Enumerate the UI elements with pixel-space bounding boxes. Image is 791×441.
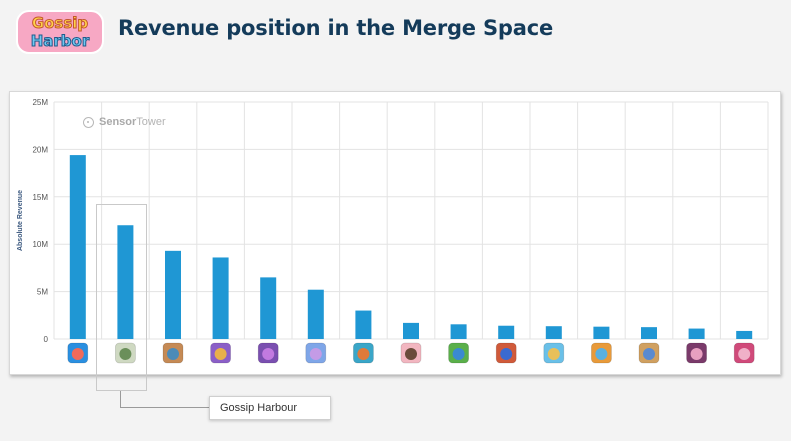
y-axis-ticks: 0 5M 10M 15M 20M 25M <box>32 98 48 344</box>
revenue-chart: 0 5M 10M 15M 20M 25M Absolute Revenue Sensor T… <box>9 91 781 375</box>
y-tick-label: 5M <box>37 288 48 297</box>
bar-app-icon-12 <box>593 326 610 339</box>
bar-app-icon-9 <box>450 324 467 339</box>
gossip-harbour-callout: Gossip Harbour <box>209 396 331 420</box>
app-icon-7 <box>352 342 374 364</box>
app-icon-13 <box>638 342 660 364</box>
bar-app-icon-3 <box>165 250 181 339</box>
bar-app-icon-5 <box>260 277 277 339</box>
app-icon-8 <box>400 342 422 364</box>
app-icons <box>67 342 755 364</box>
bar-app-icon-14 <box>688 328 705 339</box>
app-icon-3 <box>162 342 184 364</box>
app-icon-1 <box>67 342 89 364</box>
sensor-tower-watermark: Sensor Tower <box>83 116 166 128</box>
y-tick-label: 25M <box>32 98 48 107</box>
sensor-tower-logo-icon <box>83 116 94 128</box>
logo-text-line2: Harbor <box>31 32 90 50</box>
bar-app-icon-1 <box>69 155 86 339</box>
y-tick-label: 10M <box>32 240 48 249</box>
app-icon-4 <box>210 342 232 364</box>
bar-app-icon-4 <box>212 257 229 339</box>
bar-app-icon-11 <box>545 326 562 339</box>
app-icon-15 <box>733 342 755 364</box>
app-icon-5 <box>257 342 279 364</box>
y-axis-label: Absolute Revenue <box>17 190 24 251</box>
gossip-harbor-logo: Gossip Harbor <box>16 10 104 54</box>
y-tick-label: 0 <box>44 335 49 344</box>
app-icon-11 <box>543 342 565 364</box>
gossip-harbour-highlight-box <box>96 204 147 391</box>
logo-text-line1: Gossip <box>32 14 89 32</box>
callout-connector-horizontal <box>120 407 209 408</box>
page-title: Revenue position in the Merge Space <box>118 16 553 40</box>
app-icon-10 <box>495 342 517 364</box>
y-tick-label: 20M <box>32 145 48 154</box>
bar-app-icon-8 <box>403 322 419 339</box>
bar-app-icon-2 <box>117 225 134 339</box>
revenue-bar-chart: 0 5M 10M 15M 20M 25M Absolute Revenue <box>17 98 769 364</box>
watermark-brand-part1: Sensor <box>99 116 137 128</box>
bar-app-icon-10 <box>498 325 515 339</box>
bar-app-icon-7 <box>355 310 372 339</box>
bar-app-icon-13 <box>641 327 657 339</box>
app-icon-12 <box>591 342 612 364</box>
callout-connector-vertical <box>120 391 121 408</box>
watermark-brand-part2: Tower <box>136 116 166 128</box>
bar-app-icon-6 <box>307 289 324 339</box>
grid-lines <box>53 101 769 340</box>
bar-app-icon-15 <box>736 330 753 339</box>
app-icon-14 <box>686 342 707 364</box>
bars <box>69 155 753 339</box>
app-icon-6 <box>305 342 327 364</box>
app-icon-2 <box>115 342 136 364</box>
app-icon-9 <box>448 342 470 364</box>
y-tick-label: 15M <box>32 193 48 202</box>
